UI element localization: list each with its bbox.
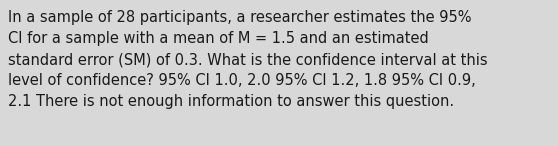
Text: In a sample of 28 participants, a researcher estimates the 95%
CI for a sample w: In a sample of 28 participants, a resear… — [8, 10, 488, 109]
